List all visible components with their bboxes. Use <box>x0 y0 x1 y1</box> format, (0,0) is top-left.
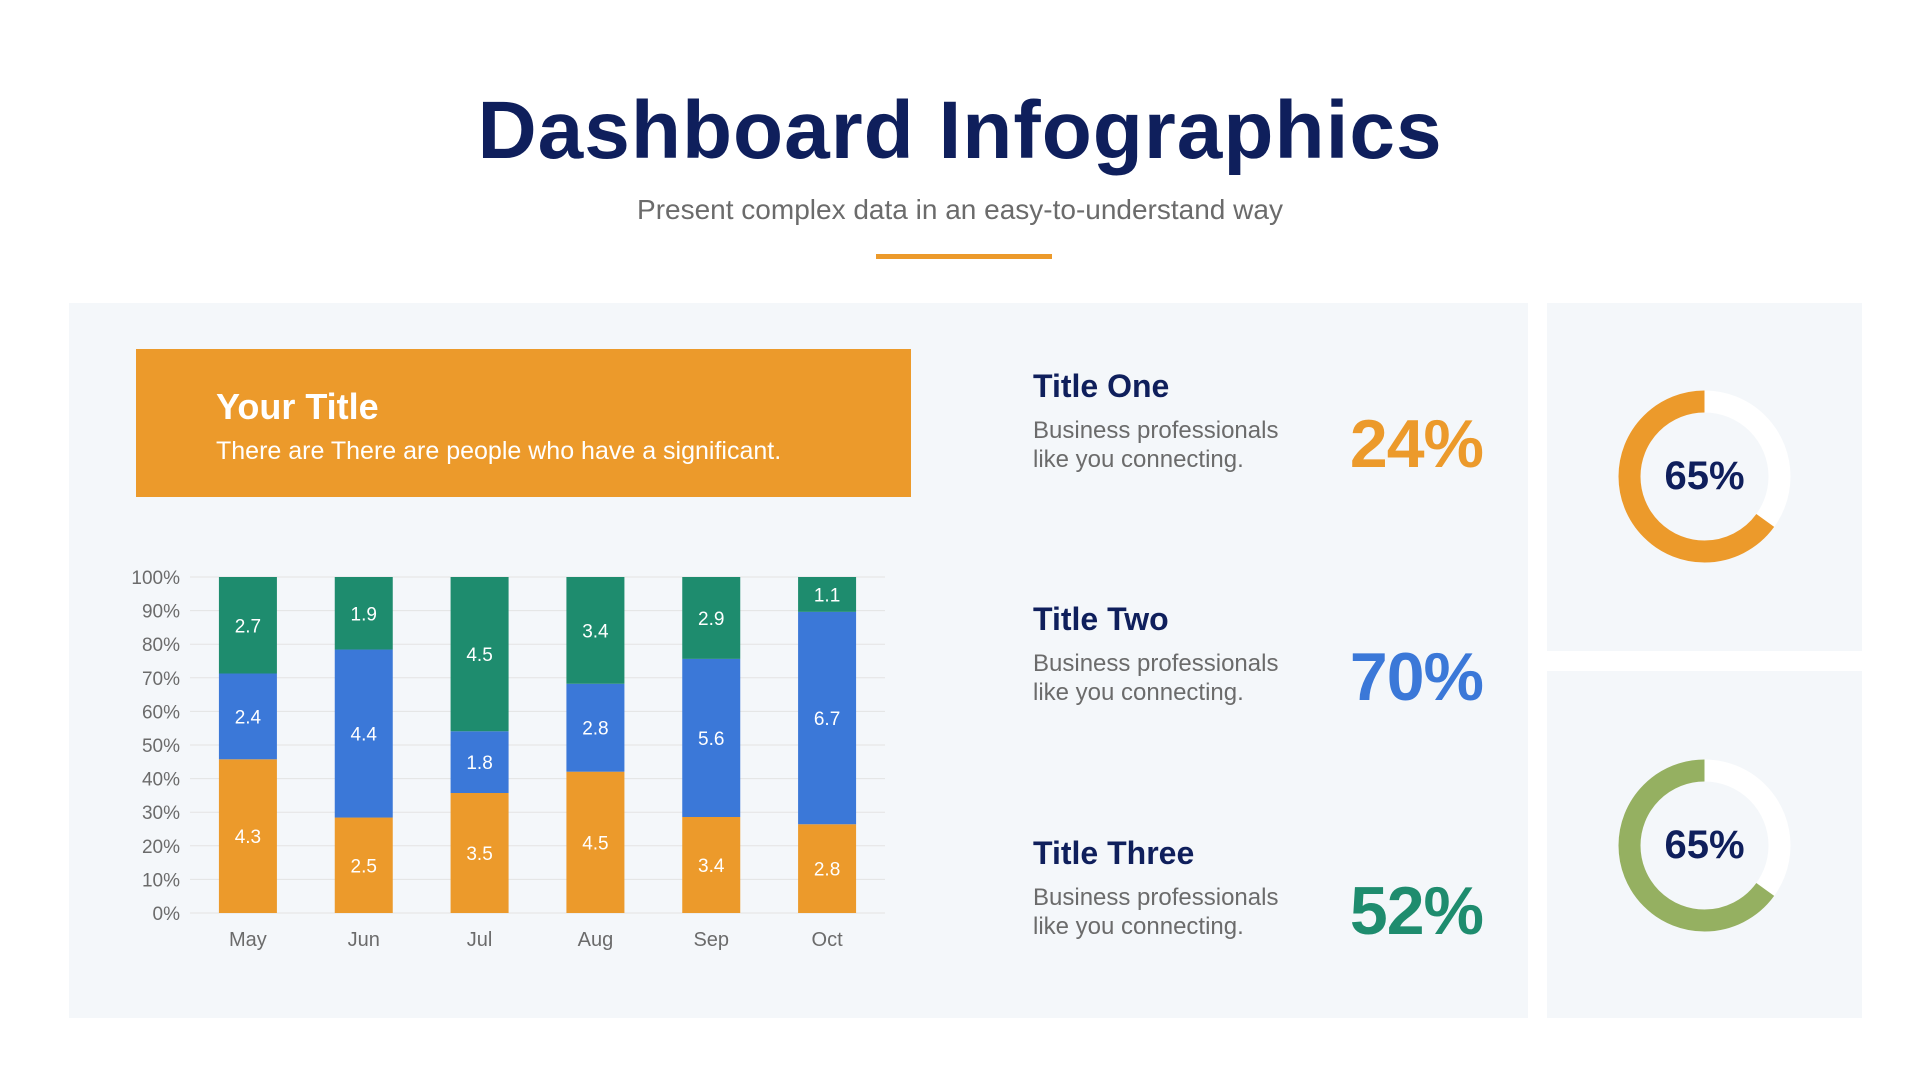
bar-segment <box>450 577 509 732</box>
data-label: 2.5 <box>351 856 377 877</box>
y-tick-label: 60% <box>142 702 180 723</box>
bar-segment <box>566 771 625 913</box>
data-label: 3.5 <box>466 844 492 865</box>
bar-segment <box>218 759 277 913</box>
bar-segment <box>218 577 277 674</box>
banner-text: There are There are people who have a si… <box>216 437 782 465</box>
bar-segment <box>682 658 741 817</box>
y-tick-label: 70% <box>142 669 180 690</box>
data-label: 3.4 <box>582 621 609 642</box>
data-label: 1.1 <box>814 585 840 606</box>
kpi-title: Title One <box>1033 368 1170 404</box>
bar-segment <box>798 611 857 825</box>
data-label: 2.8 <box>582 719 608 740</box>
x-tick-label: Oct <box>812 929 844 951</box>
data-label: 2.4 <box>235 707 262 728</box>
bar-segment <box>334 577 393 650</box>
x-tick-label: Sep <box>693 929 729 951</box>
y-tick-label: 30% <box>142 803 180 824</box>
bar-segment <box>566 577 625 684</box>
x-tick-label: Jun <box>348 929 380 951</box>
data-label: 4.5 <box>582 833 608 854</box>
data-label: 2.9 <box>698 609 724 630</box>
kpi-title: Title Two <box>1033 601 1169 637</box>
donut-chart-2: 65% <box>1616 757 1793 934</box>
donut-label: 65% <box>1664 454 1745 498</box>
x-tick-label: Jul <box>467 929 493 951</box>
kpi-title-two: Title Two Business professionals like yo… <box>1033 599 1484 749</box>
bar-segment <box>566 683 625 772</box>
bar-segment <box>450 731 509 793</box>
bar-segment <box>798 824 857 913</box>
data-label: 2.7 <box>235 616 261 637</box>
x-tick-label: Aug <box>578 929 614 951</box>
y-tick-label: 20% <box>142 837 180 858</box>
bar-segment <box>798 577 857 612</box>
y-tick-label: 10% <box>142 870 180 891</box>
stacked-bar-chart: 0% 10% 20% 30% 40% 50% 60% 70% 80% 90% 100% 4.3 2.4 2… <box>131 568 885 951</box>
banner-title: Your Title <box>216 386 379 427</box>
title-underline <box>876 254 1052 259</box>
kpi-value: 52% <box>1349 873 1484 949</box>
donut-panel-2: 65% <box>1547 671 1862 1018</box>
data-label: 1.9 <box>351 604 377 625</box>
bar-segment <box>334 817 393 913</box>
donut-ring <box>1618 759 1791 932</box>
kpi-value: 24% <box>1349 406 1484 482</box>
x-tick-label: May <box>229 929 267 951</box>
data-label: 6.7 <box>814 709 840 730</box>
kpi-title: Title Three <box>1033 835 1195 871</box>
kpi-text: Business professionals like you connecti… <box>1033 884 1279 940</box>
y-tick-label: 90% <box>142 602 180 623</box>
kpi-text: Business professionals like you connecti… <box>1033 417 1279 473</box>
bar-segment <box>334 649 393 818</box>
data-label: 4.3 <box>235 827 261 848</box>
data-label: 2.8 <box>814 860 840 881</box>
data-label: 3.4 <box>698 856 725 877</box>
data-label: 5.6 <box>698 729 724 750</box>
title-banner: Your Title There are There are people wh… <box>136 349 911 497</box>
bar-segment <box>450 793 509 913</box>
y-tick-label: 100% <box>131 568 180 589</box>
data-label: 4.4 <box>351 725 378 746</box>
y-tick-label: 0% <box>153 904 181 925</box>
kpi-title-three: Title Three Business professionals like … <box>1033 833 1484 983</box>
bar-segment <box>682 817 741 913</box>
kpi-text: Business professionals like you connecti… <box>1033 650 1279 706</box>
y-tick-label: 40% <box>142 770 180 791</box>
donut-chart-1: 65% <box>1616 388 1793 565</box>
data-label: 1.8 <box>466 753 492 774</box>
donut-label: 65% <box>1664 823 1745 867</box>
bar-segment <box>218 673 277 760</box>
data-label: 4.5 <box>466 645 492 666</box>
donut-arc <box>1618 390 1791 563</box>
donut-arc <box>1618 759 1791 932</box>
bar-segment <box>682 577 741 659</box>
kpi-title-one: Title One Business professionals like yo… <box>1033 366 1484 516</box>
y-tick-label: 80% <box>142 635 180 656</box>
page-title: Dashboard Infographics <box>477 85 1443 176</box>
kpi-value: 70% <box>1349 639 1484 715</box>
page-subtitle: Present complex data in an easy-to-under… <box>637 194 1283 225</box>
donut-panel-1: 65% <box>1547 303 1862 651</box>
y-tick-label: 50% <box>142 736 180 757</box>
donut-ring <box>1618 390 1791 563</box>
